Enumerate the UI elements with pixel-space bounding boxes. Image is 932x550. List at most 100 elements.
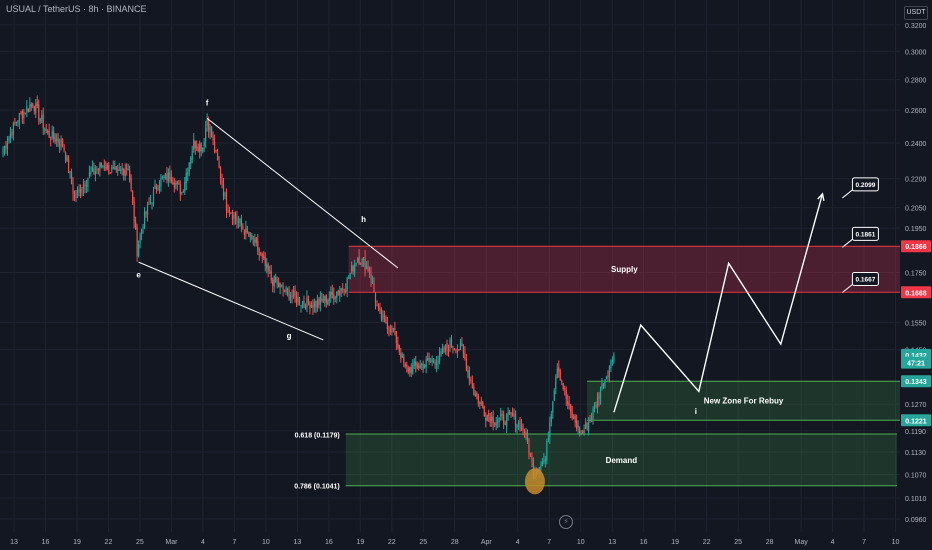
candle-body[interactable] xyxy=(167,171,169,182)
candle-body[interactable] xyxy=(59,144,61,146)
candle-body[interactable] xyxy=(365,266,368,270)
candle-body[interactable] xyxy=(367,266,369,272)
candle-body[interactable] xyxy=(164,173,167,179)
candle-body[interactable] xyxy=(355,263,357,265)
candle-body[interactable] xyxy=(294,288,296,296)
candle-body[interactable] xyxy=(540,466,542,471)
candle-body[interactable] xyxy=(403,356,405,364)
candle-body[interactable] xyxy=(69,171,71,175)
candle-body[interactable] xyxy=(584,422,587,429)
candle-body[interactable] xyxy=(197,147,199,151)
candle-body[interactable] xyxy=(453,349,456,351)
candle-body[interactable] xyxy=(185,173,187,184)
candle-body[interactable] xyxy=(106,163,108,170)
candle-body[interactable] xyxy=(88,172,91,177)
candle-body[interactable] xyxy=(608,366,611,378)
candle-body[interactable] xyxy=(431,359,433,362)
candle-body[interactable] xyxy=(96,169,98,171)
candle-body[interactable] xyxy=(85,185,88,187)
candle-body[interactable] xyxy=(336,291,338,299)
candle-body[interactable] xyxy=(450,339,453,347)
candle-body[interactable] xyxy=(441,347,444,353)
candle-body[interactable] xyxy=(492,417,494,424)
candle-body[interactable] xyxy=(318,298,320,306)
candle-body[interactable] xyxy=(510,412,512,415)
candle-body[interactable] xyxy=(507,412,509,415)
candle-body[interactable] xyxy=(54,137,56,142)
candle-body[interactable] xyxy=(385,317,387,324)
candle-body[interactable] xyxy=(477,396,479,404)
candle-body[interactable] xyxy=(587,422,590,431)
candle-body[interactable] xyxy=(173,182,175,188)
candle-body[interactable] xyxy=(72,183,74,194)
candle-body[interactable] xyxy=(480,402,482,404)
candle-body[interactable] xyxy=(352,266,354,272)
candle-body[interactable] xyxy=(319,296,321,305)
candle-body[interactable] xyxy=(602,383,605,388)
candle-body[interactable] xyxy=(474,393,476,396)
candle-body[interactable] xyxy=(407,367,409,372)
candle-body[interactable] xyxy=(26,106,28,113)
candle-body[interactable] xyxy=(514,413,517,427)
candle-body[interactable] xyxy=(333,294,335,300)
candle-body[interactable] xyxy=(434,362,436,365)
candle-body[interactable] xyxy=(151,202,153,204)
candle-body[interactable] xyxy=(579,426,581,435)
candle-body[interactable] xyxy=(76,189,79,198)
candle-body[interactable] xyxy=(580,432,582,434)
candle-body[interactable] xyxy=(219,166,222,180)
candle-body[interactable] xyxy=(322,299,324,302)
candle-body[interactable] xyxy=(94,171,96,176)
candle-body[interactable] xyxy=(179,184,181,195)
candle-body[interactable] xyxy=(39,118,41,122)
candle-body[interactable] xyxy=(32,103,34,107)
candle-body[interactable] xyxy=(233,214,235,219)
candle-body[interactable] xyxy=(327,300,329,305)
candle-body[interactable] xyxy=(337,290,339,294)
candle-body[interactable] xyxy=(592,408,594,420)
candle-body[interactable] xyxy=(215,150,217,152)
candle-body[interactable] xyxy=(142,226,144,228)
candle-body[interactable] xyxy=(258,253,260,255)
candle-body[interactable] xyxy=(447,349,450,351)
candle-body[interactable] xyxy=(231,215,234,220)
candle-body[interactable] xyxy=(103,166,105,168)
candle-body[interactable] xyxy=(6,143,9,150)
candle-body[interactable] xyxy=(158,185,161,191)
candle-body[interactable] xyxy=(596,395,599,408)
candle-body[interactable] xyxy=(45,129,47,131)
candle-body[interactable] xyxy=(33,106,35,111)
candle-body[interactable] xyxy=(549,422,551,438)
candle-body[interactable] xyxy=(48,130,50,139)
candle-body[interactable] xyxy=(468,370,470,380)
candle-body[interactable] xyxy=(538,467,540,471)
candle-body[interactable] xyxy=(370,273,372,281)
candle-body[interactable] xyxy=(576,420,578,429)
candle-body[interactable] xyxy=(47,130,49,133)
candle-body[interactable] xyxy=(386,322,389,330)
candle-body[interactable] xyxy=(500,414,502,417)
candle-body[interactable] xyxy=(161,177,164,179)
candle-body[interactable] xyxy=(410,366,412,373)
candle-body[interactable] xyxy=(523,432,526,434)
candle-body[interactable] xyxy=(78,188,80,192)
candle-body[interactable] xyxy=(330,291,332,298)
candle-body[interactable] xyxy=(577,424,579,428)
candle-body[interactable] xyxy=(364,257,366,271)
candle-body[interactable] xyxy=(12,122,15,135)
candle-body[interactable] xyxy=(245,227,247,234)
candle-body[interactable] xyxy=(467,370,469,372)
candle-body[interactable] xyxy=(75,196,77,198)
candle-body[interactable] xyxy=(593,405,596,408)
candle-body[interactable] xyxy=(556,368,558,378)
candle-body[interactable] xyxy=(562,383,564,390)
candle-body[interactable] xyxy=(422,364,424,369)
candle-body[interactable] xyxy=(312,304,314,308)
candle-body[interactable] xyxy=(303,300,305,305)
candle-body[interactable] xyxy=(458,349,460,351)
candle-body[interactable] xyxy=(123,168,125,176)
candle-body[interactable] xyxy=(279,283,281,288)
candle-body[interactable] xyxy=(9,133,12,138)
candle-body[interactable] xyxy=(109,172,111,174)
candle-body[interactable] xyxy=(462,344,465,354)
